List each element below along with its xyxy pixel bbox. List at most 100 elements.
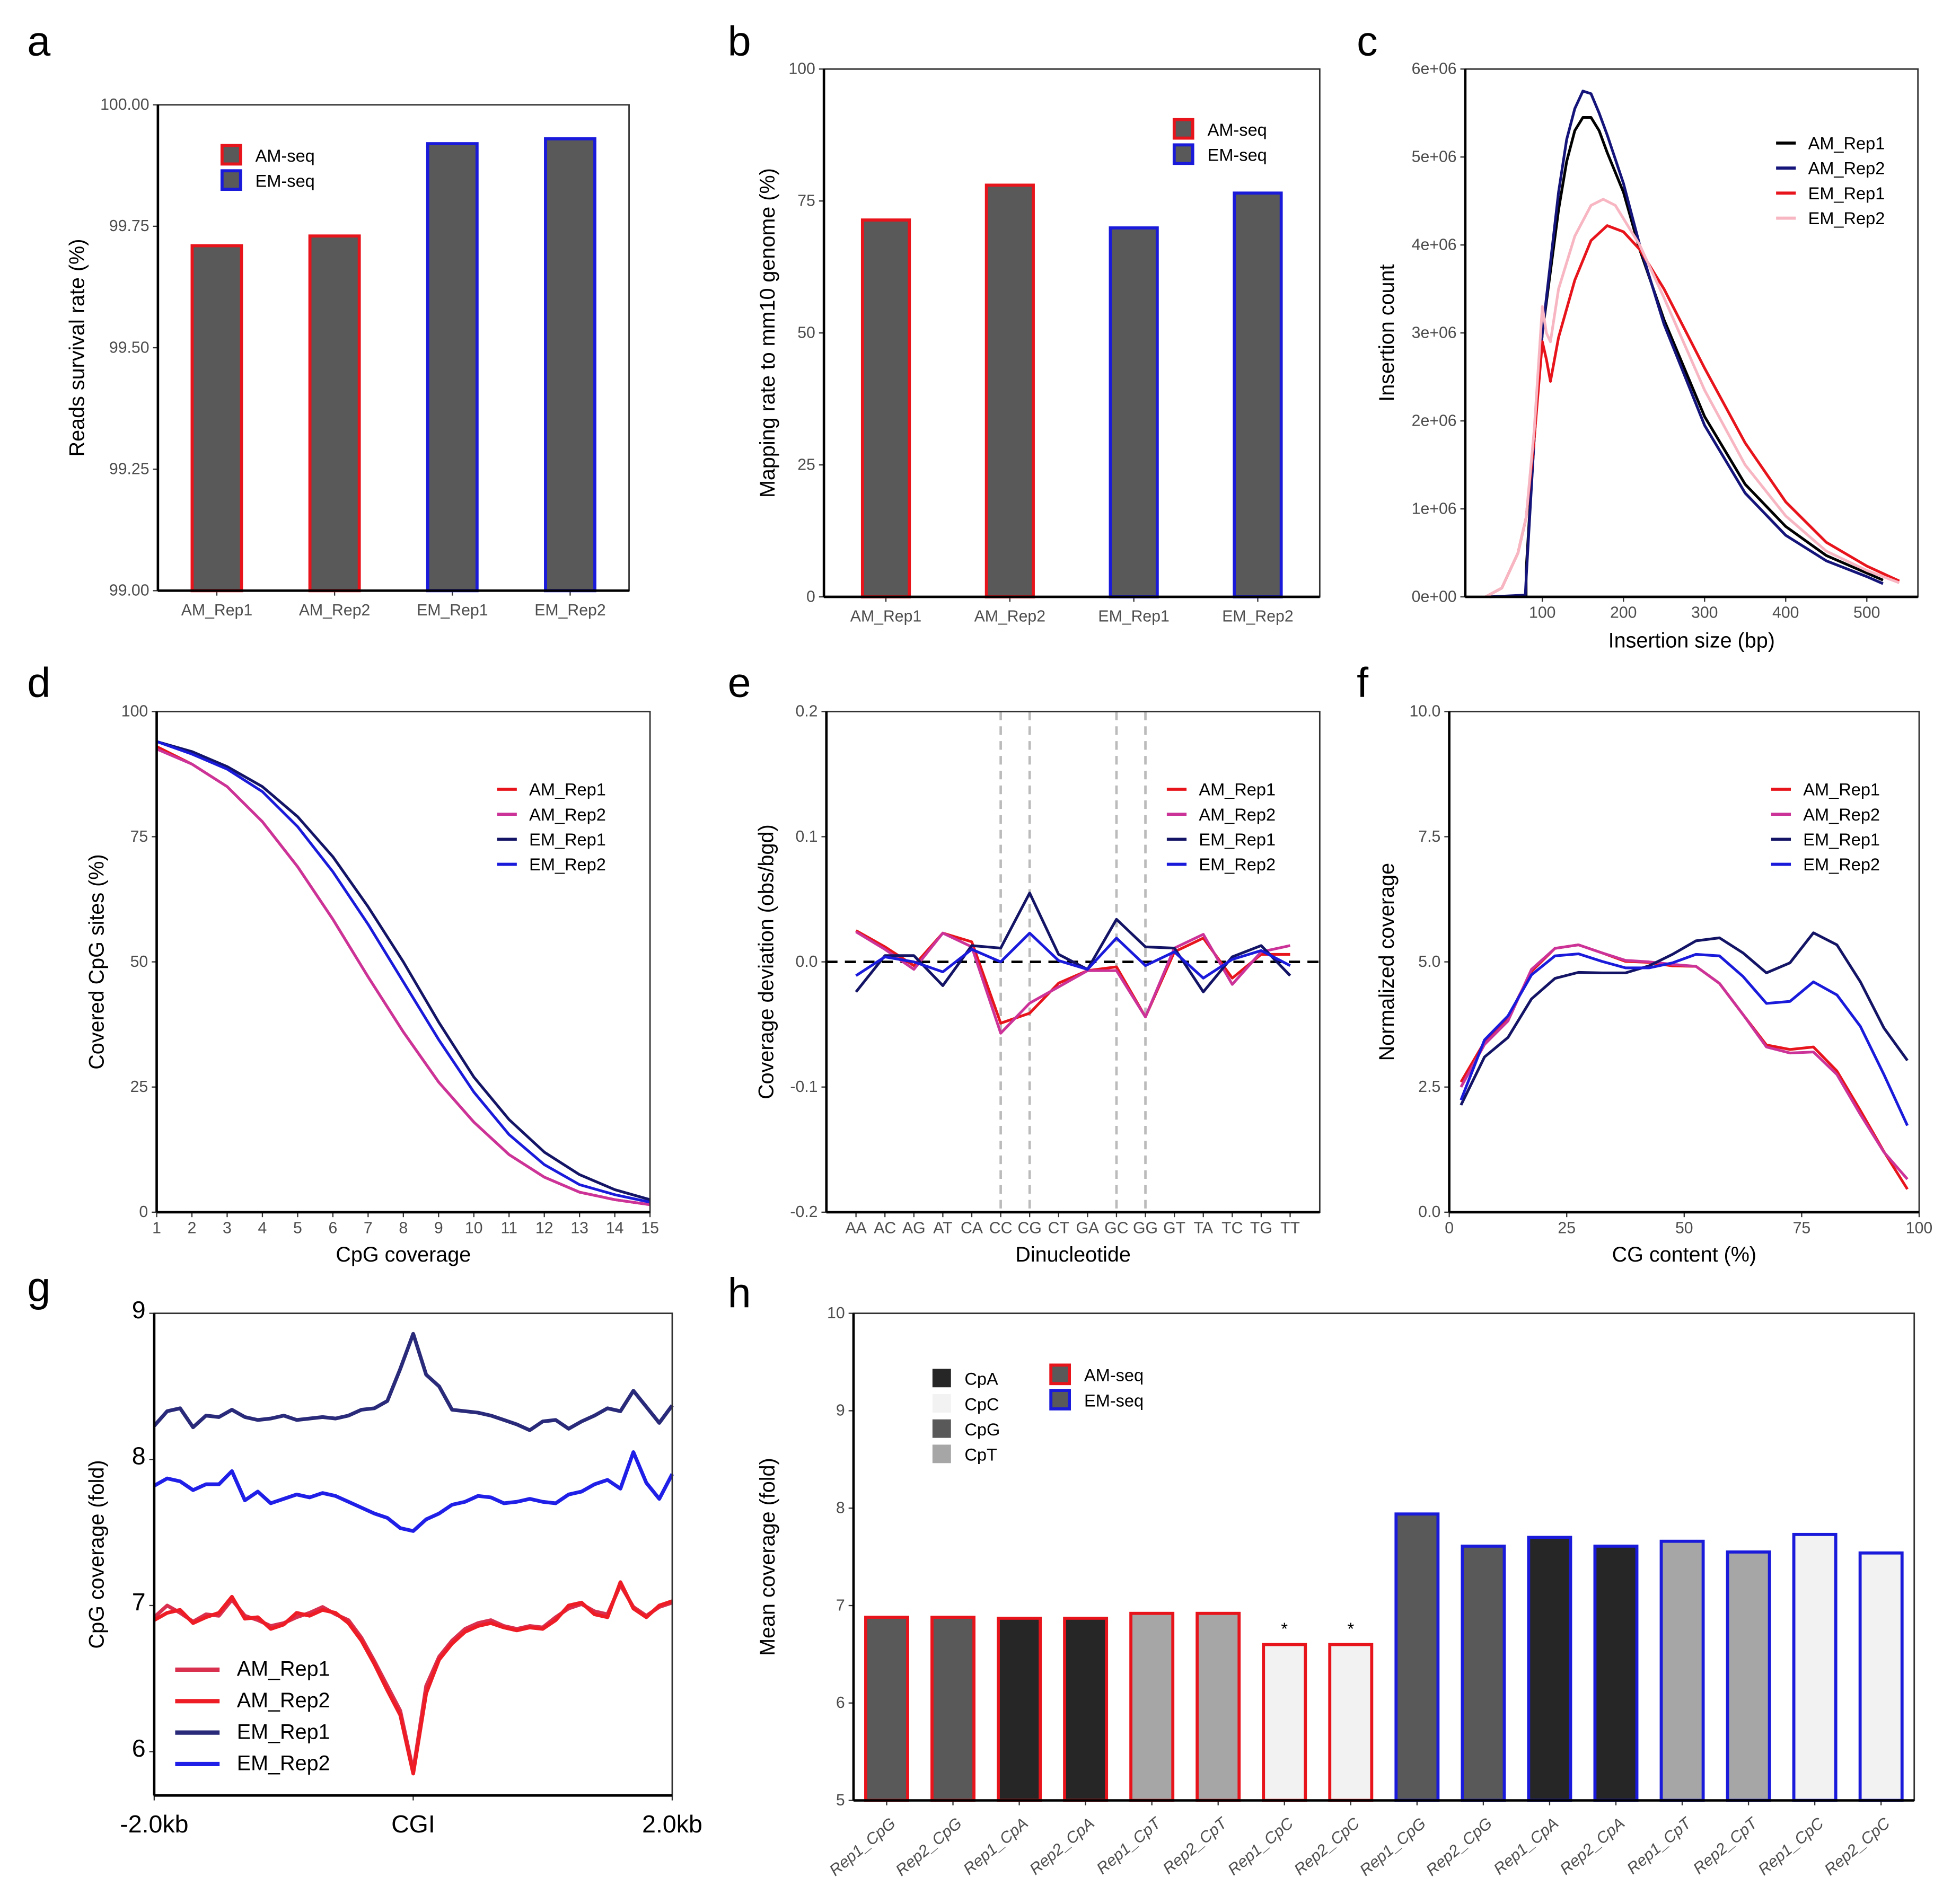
y-tick-label: -0.2 — [790, 1203, 817, 1221]
y-tick-label: 0 — [139, 1203, 148, 1221]
legend-label: AM-seq — [1208, 120, 1267, 139]
y-tick-label: 8 — [836, 1500, 845, 1517]
bar-AM_Rep2 — [308, 234, 361, 593]
x-tick-label: Rep2_CpG — [1423, 1814, 1496, 1880]
panel-h: h5678910Rep1_CpGRep2_CpGRep1_CpARep2_CpA… — [728, 1269, 1915, 1880]
bar-Rep1_CpT — [1129, 1611, 1175, 1802]
x-tick-label: CC — [989, 1219, 1013, 1237]
series-line-EM_Rep2 — [156, 740, 650, 1204]
x-tick-label: Rep2_CpC — [1291, 1814, 1363, 1879]
y-tick-label: 0.0 — [795, 953, 817, 971]
bar-Rep2_CpA — [1063, 1616, 1109, 1802]
y-tick-label: 3e+06 — [1412, 324, 1457, 341]
legend-swatch-CpC — [932, 1394, 951, 1413]
x-tick-label: 200 — [1610, 604, 1637, 622]
x-tick-label: 14 — [606, 1219, 624, 1237]
significance-label: * — [1281, 1619, 1288, 1638]
legend-label: AM_Rep1 — [529, 780, 606, 799]
bar-Rep2_CpC — [1858, 1551, 1904, 1802]
bar-Rep1_CpA — [997, 1616, 1042, 1802]
panel-letter: h — [728, 1269, 751, 1316]
bar-AM_Rep1 — [860, 218, 911, 598]
x-tick-label: GA — [1076, 1219, 1100, 1237]
x-tick-label: Rep1_CpC — [1755, 1814, 1827, 1879]
x-tick-label: 2 — [188, 1219, 197, 1237]
legend-label: EM_Rep2 — [237, 1752, 330, 1775]
bar-EM_Rep2 — [1233, 191, 1283, 598]
series-line-EM_Rep1 — [855, 892, 1291, 993]
bar-Rep2_CpG — [1461, 1544, 1506, 1802]
x-tick-label: AM_Rep1 — [181, 602, 252, 619]
y-tick-label: 100 — [788, 60, 815, 78]
y-axis-title: CpG coverage (fold) — [85, 1460, 109, 1649]
x-axis-title: Insertion size (bp) — [1608, 629, 1775, 652]
y-axis-title: Mapping rate to mm10 genome (%) — [756, 168, 779, 498]
x-tick-label: -2.0kb — [120, 1810, 188, 1838]
x-tick-label: 400 — [1772, 604, 1799, 622]
bar-AM_Rep2 — [984, 183, 1035, 598]
x-tick-label: Rep1_CpT — [1624, 1814, 1695, 1878]
panel-letter: f — [1357, 658, 1369, 706]
x-tick-label: 0 — [1445, 1219, 1454, 1237]
y-tick-label: -0.1 — [790, 1078, 817, 1096]
y-axis-title: Normalized coverage — [1375, 863, 1399, 1061]
y-tick-label: 0e+00 — [1412, 588, 1457, 605]
y-tick-label: 99.25 — [109, 461, 150, 478]
x-tick-label: Rep2_CpC — [1821, 1814, 1893, 1879]
y-tick-label: 99.00 — [109, 582, 150, 600]
x-axis-title: CG content (%) — [1612, 1243, 1756, 1266]
x-tick-label: 75 — [1793, 1219, 1811, 1237]
y-tick-label: 50 — [130, 953, 148, 971]
x-tick-label: TA — [1194, 1219, 1214, 1237]
legend-label: EM_Rep1 — [1199, 830, 1276, 849]
bar-Rep1_CpG — [864, 1616, 909, 1802]
y-tick-label: 99.75 — [109, 217, 150, 235]
x-tick-label: EM_Rep2 — [534, 602, 605, 619]
x-tick-label: 5 — [293, 1219, 302, 1237]
legend-label: CpT — [964, 1445, 997, 1465]
legend-label: EM_Rep2 — [1808, 209, 1885, 228]
bar-Rep2_CpA — [1593, 1544, 1639, 1802]
y-axis-title: Covered CpG sites (%) — [85, 854, 109, 1069]
legend-label: EM-seq — [256, 171, 315, 190]
panel-letter: a — [27, 17, 50, 65]
panel-letter: g — [27, 1263, 50, 1310]
bar-Rep1_CpT — [1659, 1539, 1705, 1802]
y-tick-label: 6 — [836, 1694, 845, 1712]
x-tick-label: CG — [1018, 1219, 1042, 1237]
x-tick-label: 15 — [641, 1219, 659, 1237]
x-tick-label: AG — [902, 1219, 926, 1237]
y-tick-label: 5 — [836, 1792, 845, 1809]
x-tick-label: CT — [1048, 1219, 1069, 1237]
x-tick-label: 25 — [1558, 1219, 1576, 1237]
bar-Rep1_CpC — [1262, 1643, 1307, 1802]
x-tick-label: Rep2_CpT — [1690, 1814, 1762, 1878]
legend-label: EM_Rep2 — [1199, 855, 1276, 874]
legend-label: EM_Rep1 — [1803, 830, 1880, 849]
y-tick-label: 10.0 — [1409, 703, 1440, 720]
legend-swatch-AM-seq — [220, 144, 242, 166]
x-tick-label: GC — [1104, 1219, 1128, 1237]
x-tick-label: 12 — [535, 1219, 553, 1237]
x-tick-label: Rep2_CpT — [1160, 1814, 1232, 1878]
y-axis-title: Reads survival rate (%) — [65, 239, 89, 457]
x-tick-label: Rep2_CpA — [1557, 1814, 1629, 1878]
x-tick-label: Rep1_CpG — [827, 1814, 899, 1880]
bar-Rep2_CpG — [930, 1616, 975, 1802]
x-tick-label: GG — [1133, 1219, 1158, 1237]
y-tick-label: 0 — [806, 588, 815, 605]
legend-label: EM_Rep1 — [529, 830, 606, 849]
y-tick-label: 75 — [797, 192, 815, 210]
x-tick-label: AM_Rep2 — [974, 608, 1045, 625]
x-tick-label: AM_Rep1 — [850, 608, 921, 625]
legend-label: AM-seq — [256, 146, 315, 165]
legend-label: AM_Rep2 — [1803, 805, 1880, 824]
series-line-AM_Rep2 — [855, 930, 1291, 1035]
legend-swatch-EM-seq — [220, 169, 242, 191]
x-tick-label: 300 — [1691, 604, 1718, 622]
x-tick-label: Rep1_CpA — [960, 1814, 1032, 1878]
x-tick-label: AC — [874, 1219, 896, 1237]
panel-a: a 99.00 99.25 99.50 99.75 100.00 AM_Rep1 AM_Rep… — [27, 17, 630, 619]
legend-swatch-CpG — [932, 1419, 951, 1438]
